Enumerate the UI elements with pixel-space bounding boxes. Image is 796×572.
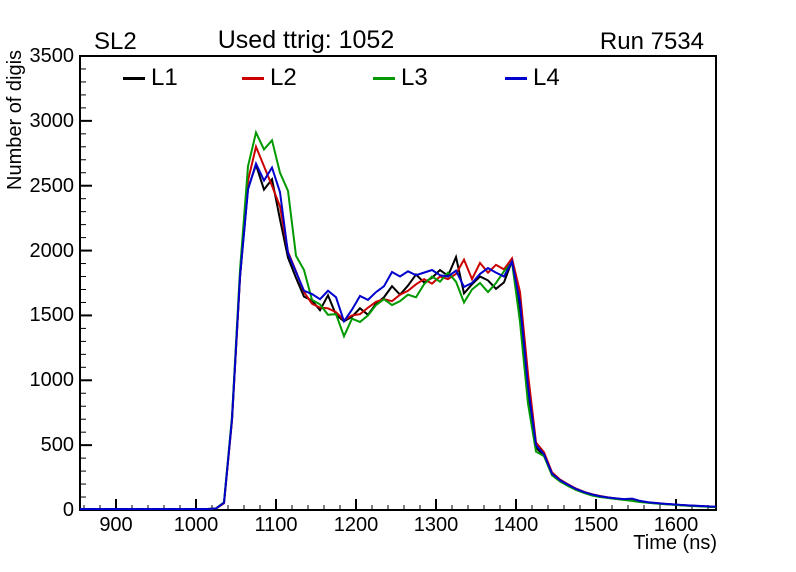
series-line-l4: [80, 160, 716, 510]
series-line-l3: [80, 129, 716, 510]
x-tick-label: 1200: [333, 514, 379, 536]
legend-label-l1: L1: [151, 64, 178, 91]
y-tick-label: 2500: [29, 174, 75, 197]
y-tick-label: 1500: [29, 304, 75, 327]
x-tick-label: 1400: [493, 514, 539, 536]
y-tick-label: 2000: [29, 239, 75, 262]
legend-label-l3: L3: [401, 64, 428, 91]
x-tick-label: 1000: [173, 514, 219, 536]
series-line-l2: [80, 143, 716, 510]
legend-line-sample-l3: [373, 76, 395, 80]
y-tick-label: 3500: [29, 45, 75, 67]
legend-entry-l2: L2: [242, 64, 297, 92]
series-line-l1: [80, 161, 716, 510]
plot-frame: [79, 55, 717, 511]
legend-line-sample-l1: [123, 76, 145, 80]
x-axis-title: Time (ns): [633, 532, 717, 554]
x-tick-label: 1100: [254, 514, 298, 536]
legend-label-l4: L4: [533, 64, 560, 91]
legend-label-l2: L2: [270, 64, 297, 91]
y-tick-label: 3000: [29, 109, 75, 132]
x-tick-label: 1600: [653, 514, 699, 536]
x-tick-label: 900: [99, 514, 133, 536]
y-tick-label: 500: [40, 434, 74, 457]
pad-title-left: SL2: [94, 28, 137, 55]
pad-title-center: Used ttrig: 1052: [217, 26, 395, 54]
y-tick-label: 0: [62, 499, 74, 521]
legend-entry-l4: L4: [505, 64, 560, 92]
x-tick-label: 1300: [413, 514, 459, 536]
legend-entry-l3: L3: [373, 64, 428, 92]
legend-entry-l1: L1: [123, 64, 178, 92]
legend-line-sample-l4: [505, 76, 527, 80]
legend-line-sample-l2: [242, 76, 264, 80]
pad-title-right: Run 7534: [599, 28, 704, 55]
x-tick-label: 1500: [573, 514, 619, 536]
y-tick-label: 1000: [29, 369, 75, 392]
